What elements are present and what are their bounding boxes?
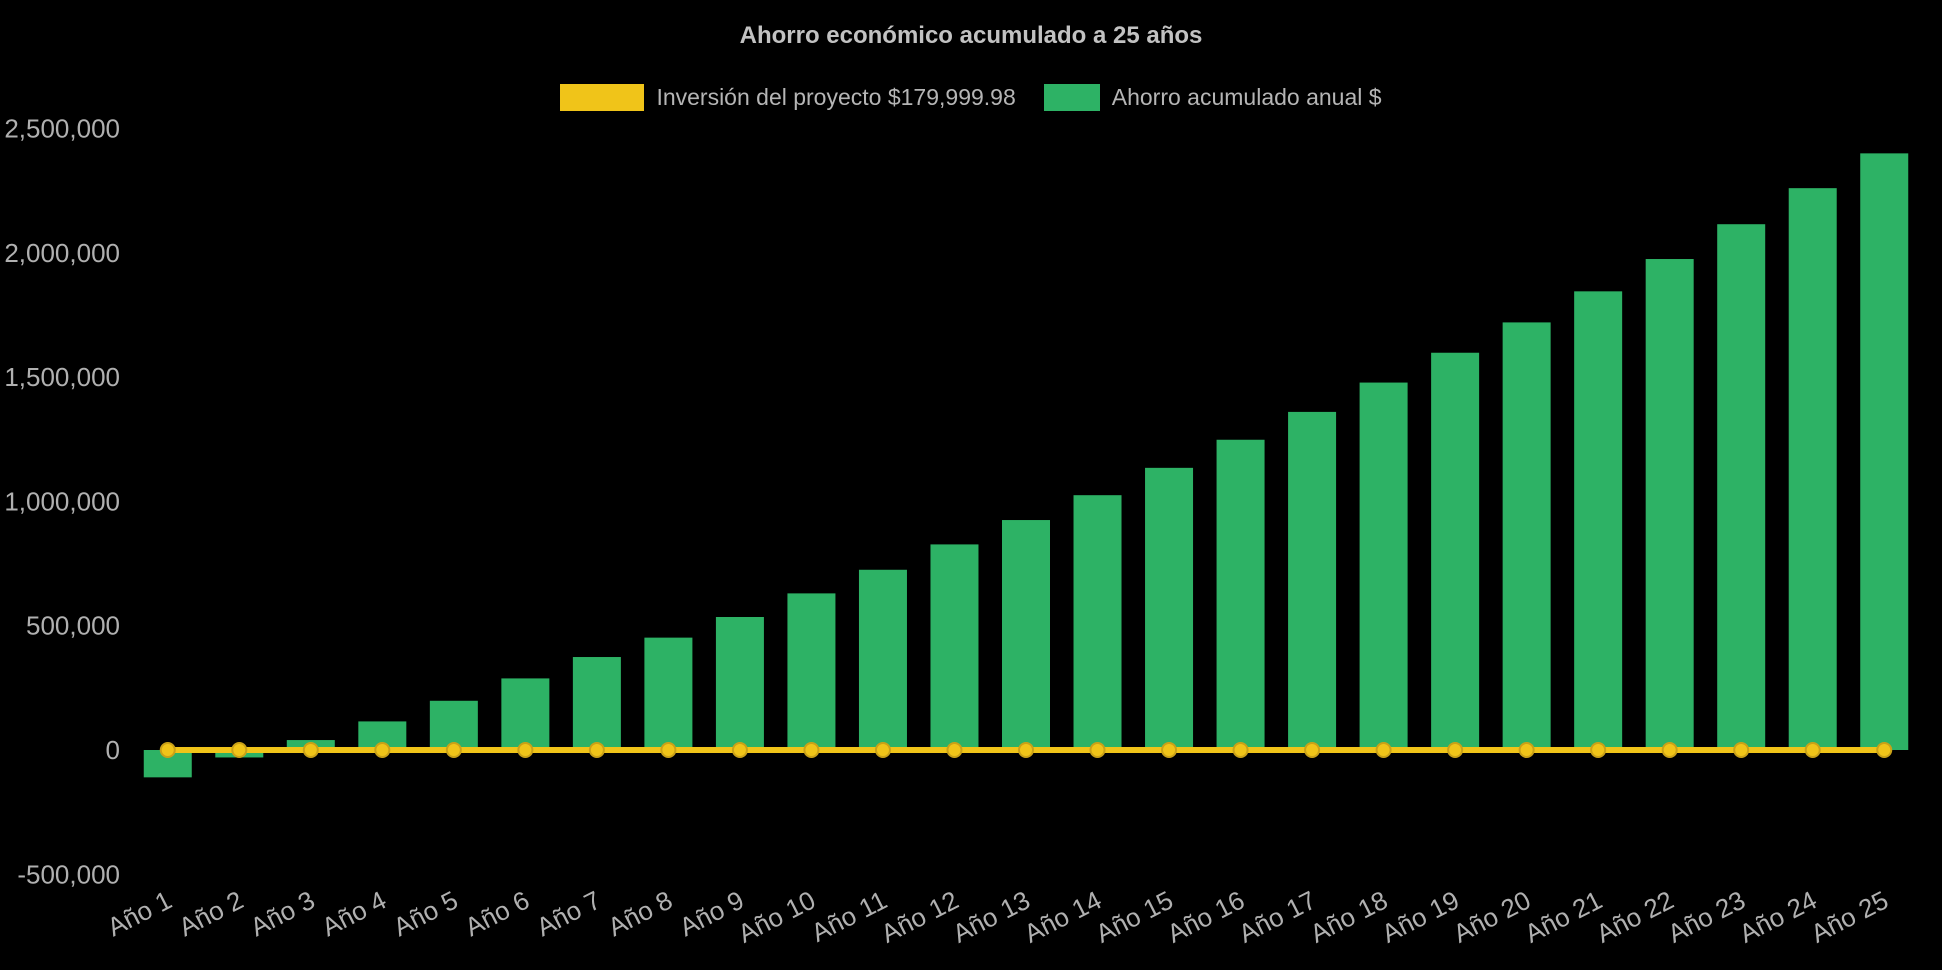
- x-tick-label: Año 20: [1448, 885, 1535, 949]
- bar: [1645, 259, 1694, 750]
- line-point: [1876, 742, 1893, 758]
- x-tick-label: Año 14: [1019, 885, 1106, 949]
- x-tick-label: Año 3: [245, 885, 319, 943]
- x-tick-label: Año 15: [1091, 885, 1178, 949]
- legend-label-savings: Ahorro acumulado anual $: [1111, 84, 1382, 110]
- x-tick-label: Año 10: [733, 885, 820, 949]
- y-tick-label: 1,500,000: [4, 362, 120, 392]
- x-tick-label: Año 16: [1162, 885, 1249, 949]
- x-tick-label: Año 19: [1377, 885, 1464, 949]
- line-point: [1518, 742, 1535, 758]
- line-point: [1304, 742, 1321, 758]
- bar: [858, 569, 907, 750]
- line-point: [803, 742, 820, 758]
- line-point: [660, 742, 677, 758]
- line-point: [302, 742, 319, 758]
- line-point: [946, 742, 963, 758]
- x-tick-label: Año 22: [1591, 885, 1678, 949]
- legend-item-investment[interactable]: Inversión del proyecto $179,999.98: [560, 84, 1016, 111]
- x-tick-label: Año 12: [876, 885, 963, 949]
- x-tick-label: Año 23: [1663, 885, 1750, 949]
- bar: [501, 678, 550, 750]
- x-tick-label: Año 21: [1520, 885, 1607, 949]
- line-point: [445, 742, 462, 758]
- x-tick-label: Año 5: [388, 885, 462, 943]
- line-point: [1375, 742, 1392, 758]
- x-tick-label: Año 24: [1734, 885, 1821, 949]
- bar: [1860, 153, 1909, 751]
- legend-item-savings[interactable]: Ahorro acumulado anual $: [1043, 84, 1382, 111]
- bar: [1574, 291, 1623, 750]
- x-tick-label: Año 11: [806, 885, 891, 948]
- line-point: [374, 742, 391, 758]
- x-tick-label: Año 1: [102, 885, 176, 943]
- y-tick-label: 500,000: [26, 611, 120, 641]
- bar: [1788, 188, 1837, 750]
- line-point: [1447, 742, 1464, 758]
- x-tick-label: Año 13: [948, 885, 1035, 949]
- bar: [1717, 224, 1766, 750]
- bar: [1216, 439, 1265, 750]
- line-point: [1804, 742, 1821, 758]
- x-tick-label: Año 8: [603, 885, 677, 943]
- x-tick-label: Año 25: [1806, 885, 1893, 949]
- bar: [787, 593, 836, 750]
- y-tick-label: 0: [106, 735, 120, 765]
- bar: [1145, 467, 1194, 750]
- y-tick-label: 2,000,000: [4, 238, 120, 268]
- line-point: [1232, 742, 1249, 758]
- x-tick-label: Año 2: [174, 885, 248, 943]
- y-tick-label: 2,500,000: [4, 114, 120, 144]
- line-point: [1161, 742, 1178, 758]
- line-point: [1733, 742, 1750, 758]
- line-point: [231, 742, 248, 758]
- bar: [930, 544, 979, 750]
- line-point: [1590, 742, 1607, 758]
- line-point: [517, 742, 534, 758]
- x-tick-label: Año 7: [531, 885, 605, 943]
- line-point: [1018, 742, 1034, 758]
- chart-title: Ahorro económico acumulado a 25 años: [739, 22, 1203, 49]
- bar: [1502, 322, 1551, 750]
- bar: [644, 637, 693, 750]
- bar: [572, 657, 621, 750]
- bar: [429, 700, 478, 750]
- line-point: [731, 742, 748, 758]
- bar: [715, 616, 764, 750]
- bar: [1002, 520, 1050, 750]
- x-tick-label: Año 17: [1234, 885, 1321, 949]
- y-tick-label: -500,000: [17, 859, 120, 889]
- y-tick-label: 1,000,000: [4, 486, 120, 516]
- x-tick-label: Año 6: [460, 885, 534, 943]
- legend-swatch-investment: [560, 84, 645, 111]
- line-point: [1089, 742, 1106, 758]
- legend-label-investment: Inversión del proyecto $179,999.98: [656, 84, 1016, 110]
- bar: [1359, 382, 1408, 750]
- x-tick-label: Año 4: [317, 885, 391, 943]
- line-point: [1661, 742, 1678, 758]
- x-tick-label: Año 9: [674, 885, 748, 943]
- line-point: [159, 742, 176, 758]
- chart-legend: Inversión del proyecto $179,999.98 Ahorr…: [0, 84, 1942, 111]
- bar: [1431, 352, 1480, 750]
- bar: [1073, 495, 1122, 750]
- line-point: [874, 742, 891, 758]
- legend-swatch-savings: [1043, 84, 1100, 111]
- line-point: [588, 742, 605, 758]
- bar: [1288, 411, 1337, 750]
- x-tick-label: Año 18: [1305, 885, 1392, 949]
